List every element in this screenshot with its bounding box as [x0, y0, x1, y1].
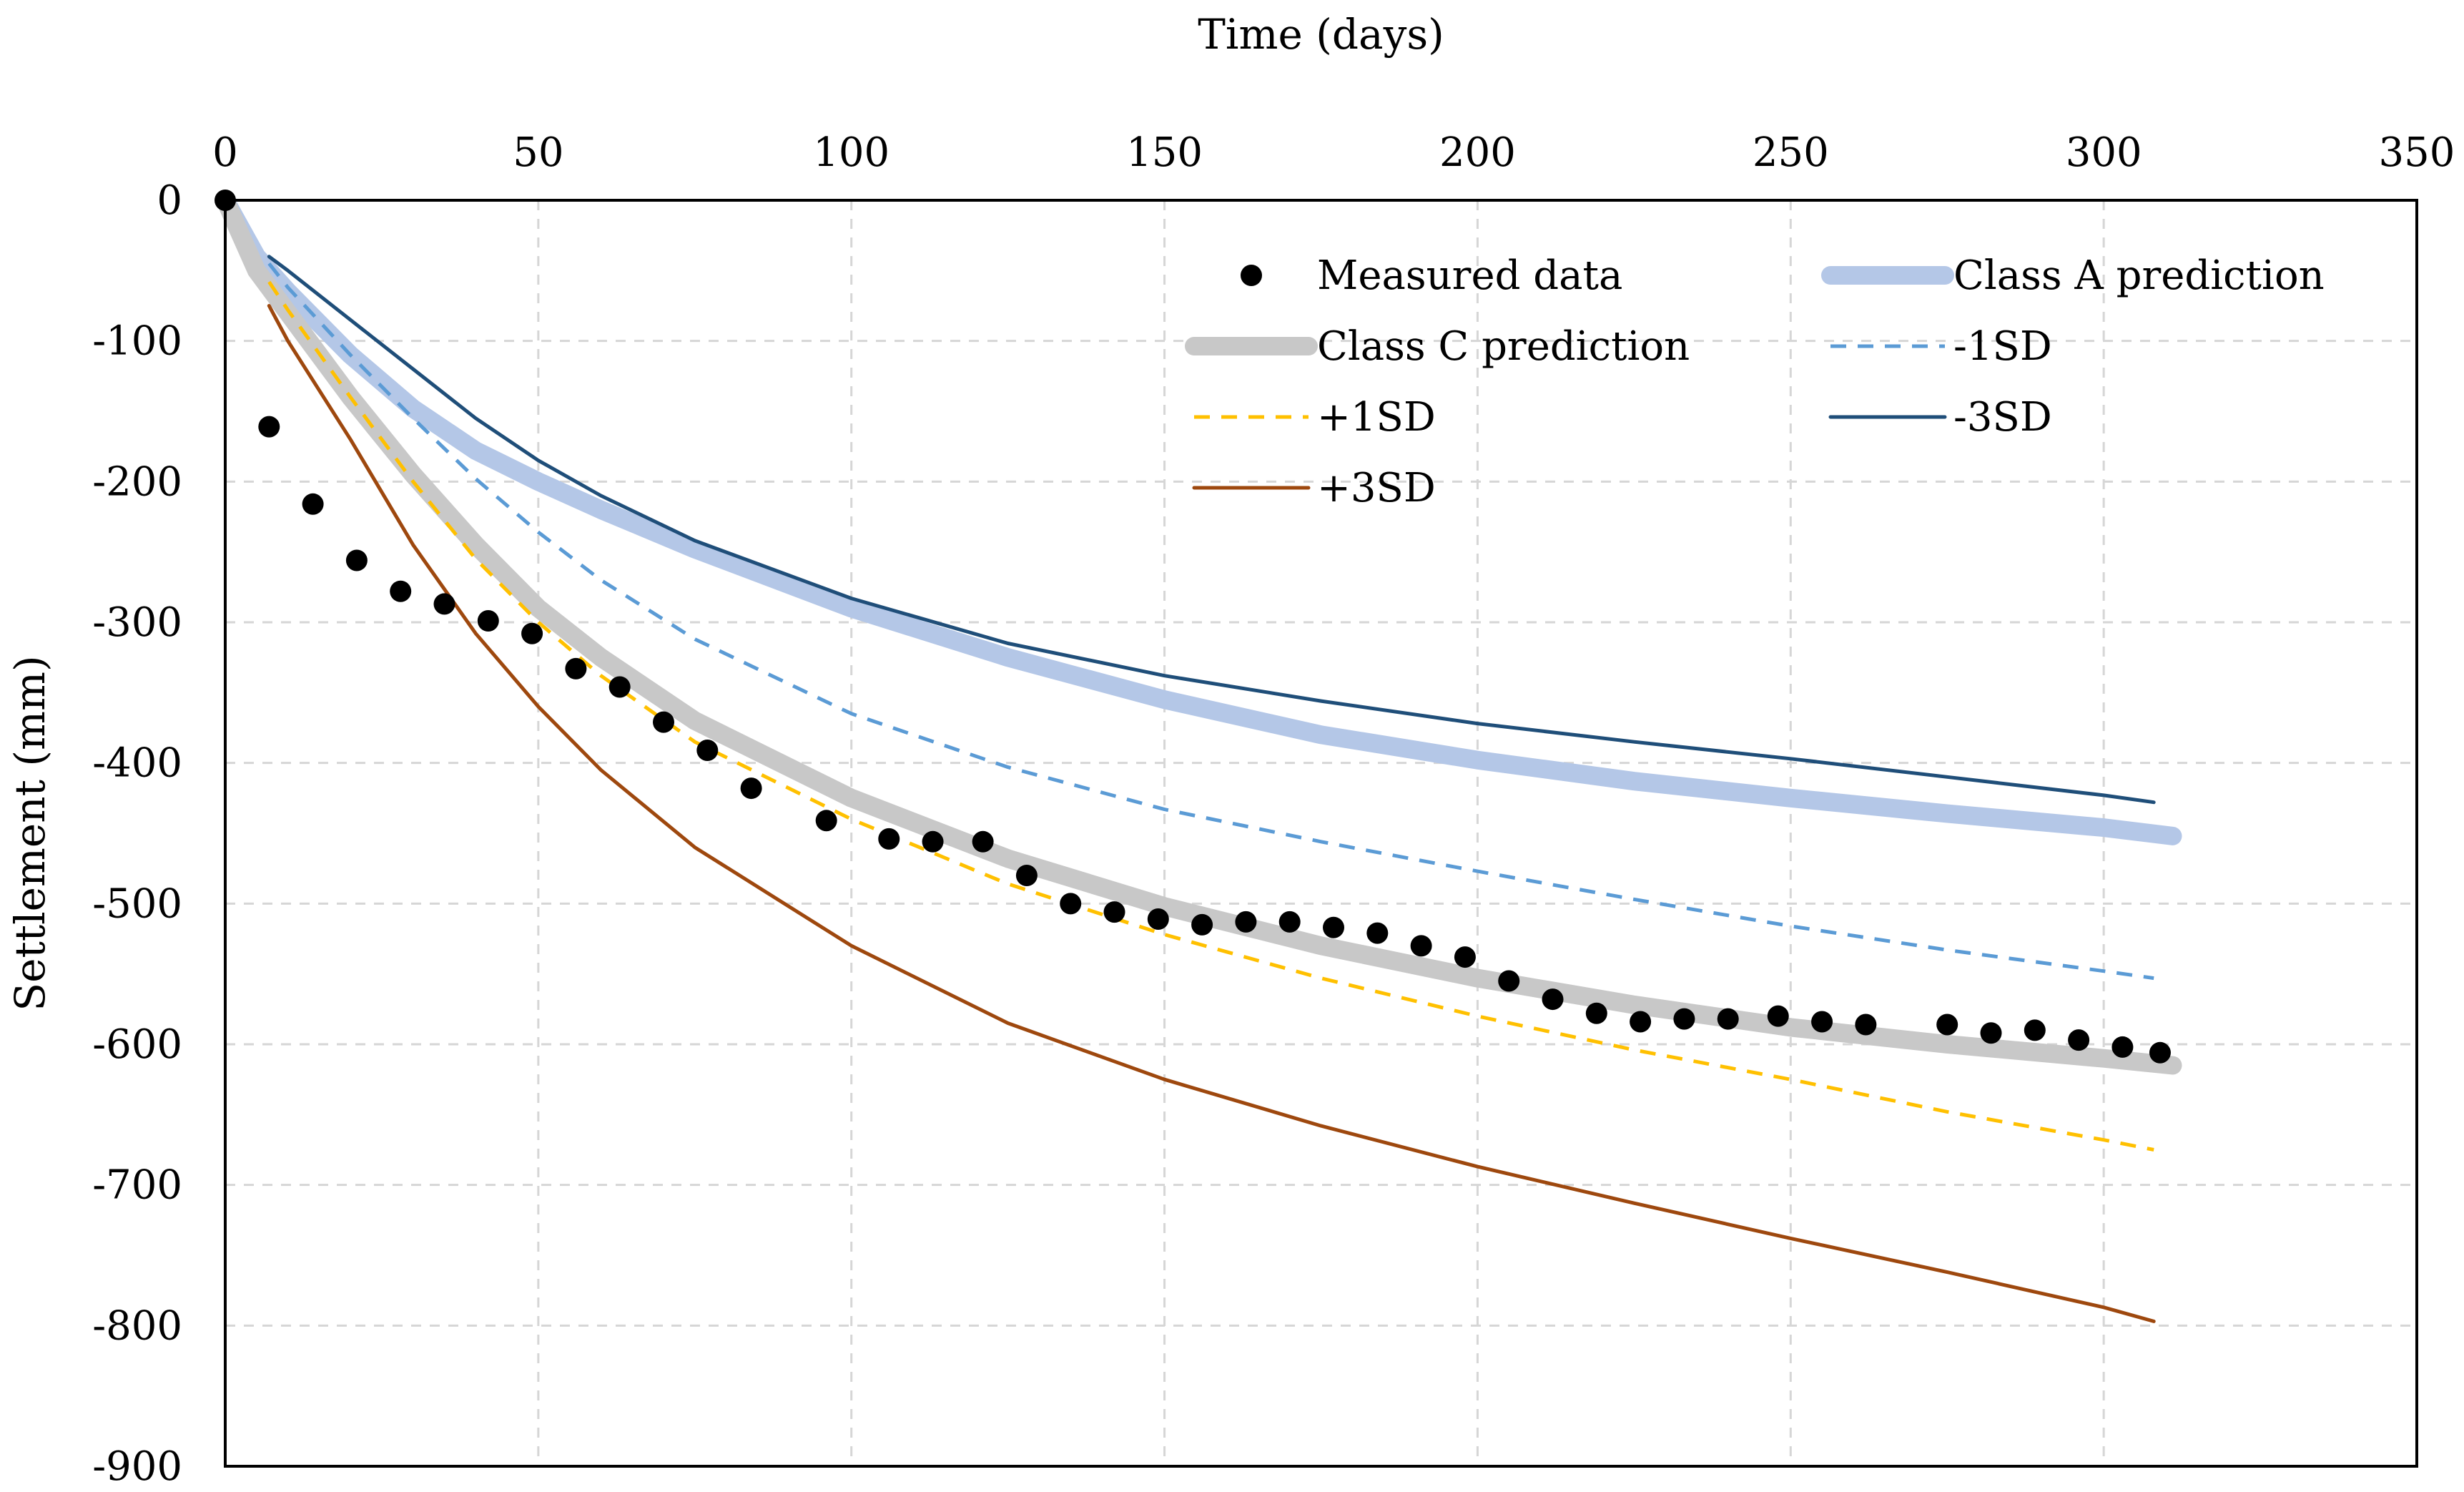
x-tick-label: 0 — [212, 129, 238, 176]
series-line-1sd — [267, 280, 2154, 1152]
y-axis-title: Settlement (mm) — [6, 655, 54, 1011]
series-line-1sd — [267, 262, 2154, 981]
measured-data-point — [608, 676, 631, 698]
legend-item-measured-data: Measured data — [1241, 252, 1622, 299]
series-measured-data — [215, 190, 2171, 1064]
measured-data-point — [696, 739, 719, 761]
x-tick-label: 100 — [813, 129, 889, 176]
measured-data-point — [345, 549, 368, 571]
legend-label: -1SD — [1953, 323, 2052, 370]
y-tick-label: -300 — [92, 599, 182, 646]
legend-label: Measured data — [1317, 252, 1622, 299]
measured-data-point — [2068, 1029, 2090, 1051]
legend-item-1sd: -1SD — [1830, 323, 2052, 370]
measured-data-point — [2149, 1041, 2171, 1064]
measured-data-point — [521, 622, 543, 644]
x-tick-labels: 0 50 100 150 200 250 300 350 — [212, 129, 2455, 176]
measured-data-point — [1366, 922, 1389, 944]
grid-layer — [225, 200, 2417, 1466]
y-tick-label: -400 — [92, 740, 182, 787]
y-tick-label: -800 — [92, 1302, 182, 1349]
measured-data-point — [1498, 970, 1520, 992]
legend: Measured data Class A prediction Class C p… — [1185, 252, 2325, 511]
measured-data-point — [1015, 865, 1038, 886]
measured-data-point — [258, 416, 280, 438]
axis-layer: 0 50 100 150 200 250 300 350 0 -100 -200 -300 -400 -… — [6, 10, 2455, 1490]
measured-data-point — [653, 711, 674, 733]
y-tick-label: -600 — [92, 1021, 182, 1068]
measured-data-point — [1936, 1014, 1958, 1036]
x-axis-title: Time (days) — [1198, 10, 1444, 59]
measured-data-point — [1630, 1011, 1652, 1033]
y-tick-label: -700 — [92, 1162, 182, 1209]
measured-data-point — [740, 777, 762, 800]
legend-item-class-c-prediction: Class C prediction — [1185, 323, 1690, 370]
x-tick-label: 50 — [513, 129, 563, 176]
measured-data-point — [815, 810, 837, 832]
measured-data-point — [2111, 1036, 2134, 1058]
y-tick-label: 0 — [157, 177, 182, 224]
measured-data-point — [1235, 911, 1257, 933]
x-tick-label: 300 — [2066, 129, 2142, 176]
measured-data-point — [1811, 1011, 1833, 1033]
measured-data-point — [433, 593, 455, 615]
measured-data-point — [1980, 1022, 2002, 1044]
measured-data-point — [2024, 1019, 2046, 1041]
measured-data-point — [1410, 935, 1432, 957]
measured-data-point — [1717, 1008, 1739, 1030]
legend-label: +3SD — [1317, 465, 1436, 511]
legend-item-1sd: +1SD — [1194, 394, 1436, 441]
measured-data-point — [1585, 1002, 1607, 1024]
measured-data-point — [477, 610, 499, 632]
measured-data-point — [1767, 1005, 1789, 1027]
measured-data-point — [878, 828, 900, 850]
y-tick-label: -900 — [92, 1443, 182, 1490]
legend-item-3sd: -3SD — [1828, 394, 2052, 441]
series-layer — [215, 190, 2182, 1323]
legend-item-3sd: +3SD — [1192, 465, 1436, 511]
legend-label: +1SD — [1317, 394, 1436, 441]
measured-data-point — [922, 830, 944, 853]
measured-data-point — [1323, 916, 1345, 938]
measured-data-point — [390, 580, 412, 602]
legend-label: Class C prediction — [1317, 323, 1690, 370]
series-line-3sd — [267, 304, 2156, 1323]
x-tick-label: 350 — [2379, 129, 2455, 176]
measured-data-point — [1060, 893, 1082, 915]
measured-data-point — [302, 493, 324, 515]
y-tick-label: -500 — [92, 880, 182, 927]
y-tick-label: -200 — [92, 458, 182, 505]
legend-label: -3SD — [1953, 394, 2052, 441]
series-line-class-c-prediction — [216, 191, 2182, 1075]
measured-data-point — [1147, 908, 1169, 930]
legend-marker — [1241, 265, 1262, 286]
legend-item-class-a-prediction: Class A prediction — [1821, 252, 2325, 299]
series-line-class-a-prediction — [216, 191, 2182, 845]
y-tick-labels: 0 -100 -200 -300 -400 -500 -600 -700 -800 -900 — [92, 177, 182, 1490]
x-tick-label: 200 — [1439, 129, 1516, 176]
y-tick-label: -100 — [92, 318, 182, 365]
measured-data-point — [1454, 946, 1476, 968]
legend-label: Class A prediction — [1953, 252, 2325, 299]
plot-frame — [224, 199, 2418, 1468]
measured-data-point — [1278, 911, 1301, 933]
measured-data-point — [1542, 988, 1564, 1011]
series-line-3sd — [267, 255, 2156, 805]
x-tick-label: 150 — [1126, 129, 1203, 176]
measured-data-point — [1855, 1014, 1877, 1036]
measured-data-point — [1673, 1008, 1695, 1030]
measured-data-point — [972, 830, 994, 853]
x-tick-label: 250 — [1753, 129, 1829, 176]
measured-data-point — [1191, 913, 1213, 936]
measured-data-point — [1103, 901, 1125, 923]
measured-data-point — [565, 657, 587, 679]
